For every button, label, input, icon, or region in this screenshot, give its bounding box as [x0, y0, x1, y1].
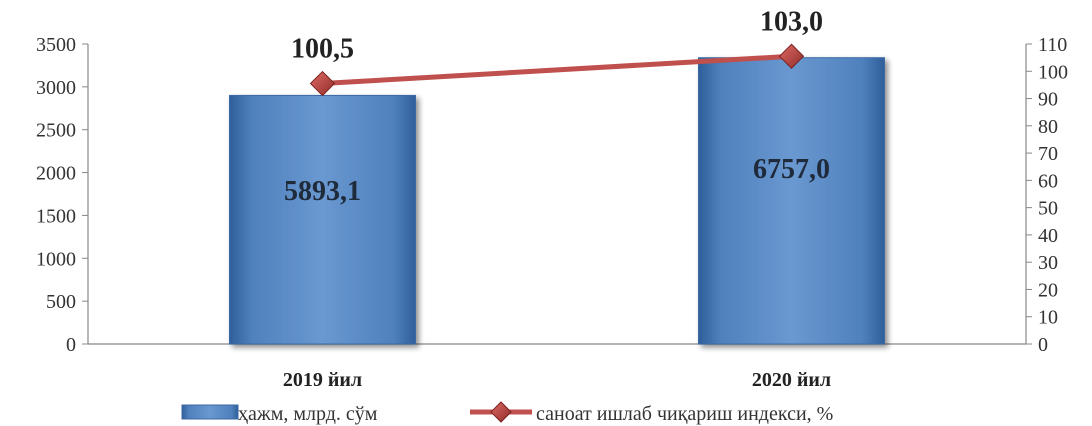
- right-tick-label: 20: [1038, 279, 1058, 301]
- legend-bar-swatch: [181, 404, 239, 420]
- index-value-label: 103,0: [760, 6, 823, 37]
- right-tick-label: 110: [1038, 34, 1067, 56]
- right-tick-label: 100: [1038, 61, 1068, 83]
- right-tick-label: 50: [1038, 198, 1058, 220]
- line-series: 100,5 103,0: [291, 6, 823, 97]
- right-axis-ticks: 0 10 20 30 40 50 60 70 80 90 100 110: [1026, 34, 1068, 356]
- category-label: 2019 йил: [283, 369, 362, 391]
- category-labels: 2019 йил 2020 йил: [283, 369, 831, 391]
- bar-series: 5893,1 6757,0: [229, 57, 885, 345]
- index-line: [322, 53, 792, 87]
- right-tick-label: 40: [1038, 225, 1058, 247]
- bar-value-label: 6757,0: [753, 154, 830, 185]
- legend-line-marker: [490, 401, 512, 423]
- left-tick-label: 1500: [36, 205, 76, 227]
- left-tick-label: 0: [66, 334, 76, 356]
- index-point: [309, 70, 336, 97]
- right-tick-label: 70: [1038, 143, 1058, 165]
- index-value-label: 100,5: [291, 34, 354, 65]
- left-tick-label: 1000: [36, 248, 76, 270]
- left-tick-label: 3500: [36, 34, 76, 56]
- right-tick-label: 90: [1038, 89, 1058, 111]
- bar: [229, 94, 416, 345]
- axes: [87, 44, 1027, 345]
- category-label: 2020 йил: [752, 369, 831, 391]
- left-tick-label: 2000: [36, 163, 76, 185]
- legend-bar-label: ҳажм, млрд. сўм: [238, 403, 378, 425]
- left-tick-label: 500: [46, 291, 76, 313]
- left-tick-label: 3000: [36, 77, 76, 99]
- right-tick-label: 10: [1038, 307, 1058, 329]
- right-tick-label: 60: [1038, 170, 1058, 192]
- left-tick-label: 2500: [36, 120, 76, 142]
- bar: [698, 57, 885, 345]
- right-tick-label: 0: [1038, 334, 1048, 356]
- right-tick-label: 30: [1038, 252, 1058, 274]
- legend-line-label: саноат ишлаб чиқариш индекси, %: [536, 403, 833, 425]
- legend: ҳажм, млрд. сўм саноат ишлаб чиқариш инде…: [181, 401, 833, 425]
- right-tick-label: 80: [1038, 116, 1058, 138]
- bar-value-label: 5893,1: [284, 176, 361, 207]
- left-axis-ticks: 0 500 1000 1500 2000 2500 3000 3500: [36, 34, 88, 356]
- index-point: [778, 43, 805, 69]
